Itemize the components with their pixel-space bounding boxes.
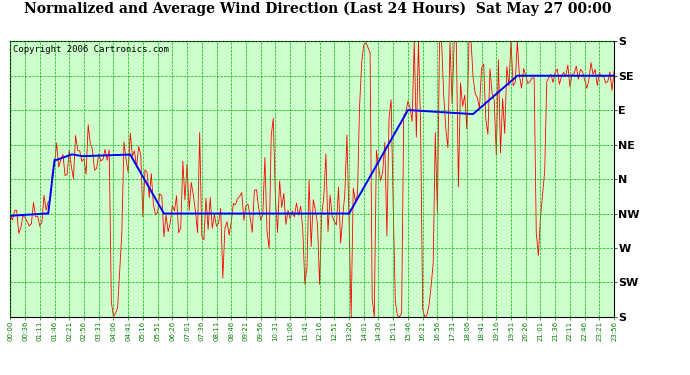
Text: Normalized and Average Wind Direction (Last 24 Hours)  Sat May 27 00:00: Normalized and Average Wind Direction (L… [23, 2, 611, 16]
Text: Copyright 2006 Cartronics.com: Copyright 2006 Cartronics.com [13, 45, 169, 54]
